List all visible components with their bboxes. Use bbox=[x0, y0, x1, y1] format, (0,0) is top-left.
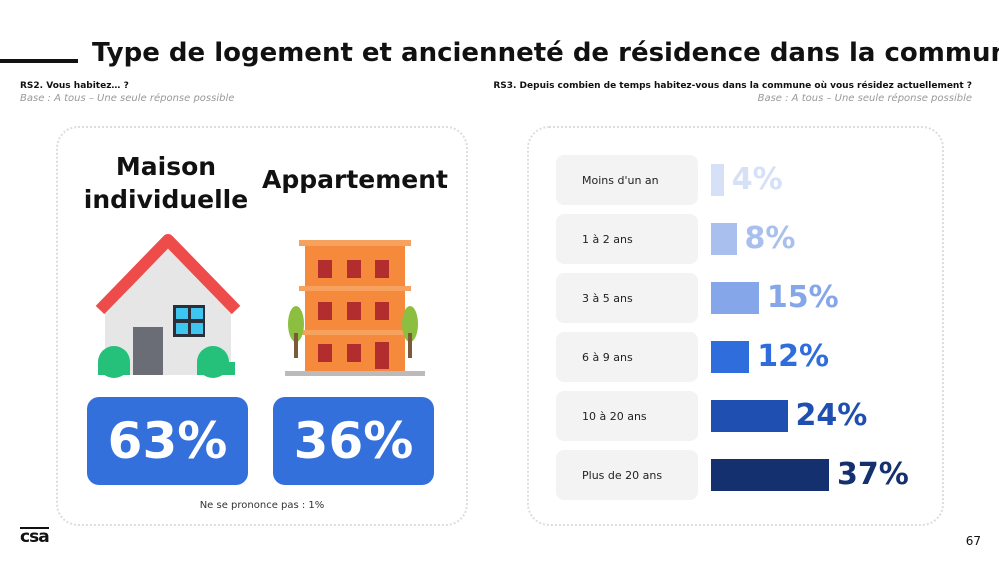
category-label: 10 à 20 ans bbox=[556, 391, 698, 441]
question: RS3. Depuis combien de temps habitez-vou… bbox=[493, 81, 972, 91]
category-label: Moins d'un an bbox=[556, 155, 698, 205]
value-label: 37% bbox=[837, 457, 909, 492]
category-label: 3 à 5 ans bbox=[556, 273, 698, 323]
bar bbox=[711, 341, 750, 373]
value-label: 12% bbox=[757, 339, 830, 374]
item-label: Appartement bbox=[262, 165, 448, 194]
value-label: 4% bbox=[731, 162, 783, 197]
category-label: 6 à 9 ans bbox=[556, 332, 698, 382]
bar bbox=[711, 164, 724, 196]
base: Base : A tous – Une seule réponse possib… bbox=[20, 93, 235, 104]
value-label: 15% bbox=[766, 280, 839, 315]
right-panel bbox=[527, 126, 944, 526]
note: Ne se prononce pas : 1% bbox=[199, 500, 325, 511]
title-rule bbox=[0, 59, 78, 63]
house-icon bbox=[95, 234, 241, 378]
category-label: 1 à 2 ans bbox=[556, 214, 698, 264]
question: RS2. Vous habitez… ? bbox=[20, 81, 129, 91]
value-box: 36% bbox=[273, 397, 434, 485]
bar bbox=[711, 459, 829, 491]
base: Base : A tous – Une seule réponse possib… bbox=[757, 93, 972, 104]
bar bbox=[711, 223, 737, 255]
value-box: 63% bbox=[87, 397, 248, 485]
logo: csa bbox=[20, 527, 50, 547]
category-label: Plus de 20 ans bbox=[556, 450, 698, 500]
title: Type de logement et ancienneté de réside… bbox=[92, 38, 999, 68]
building-icon bbox=[285, 240, 425, 376]
page-number: 67 bbox=[965, 534, 981, 548]
left-panel bbox=[56, 126, 468, 526]
bar bbox=[711, 400, 788, 432]
value-label: 8% bbox=[744, 221, 796, 256]
item-label: Maison individuelle bbox=[83, 152, 249, 214]
bar bbox=[711, 282, 759, 314]
value-label: 24% bbox=[795, 398, 868, 433]
